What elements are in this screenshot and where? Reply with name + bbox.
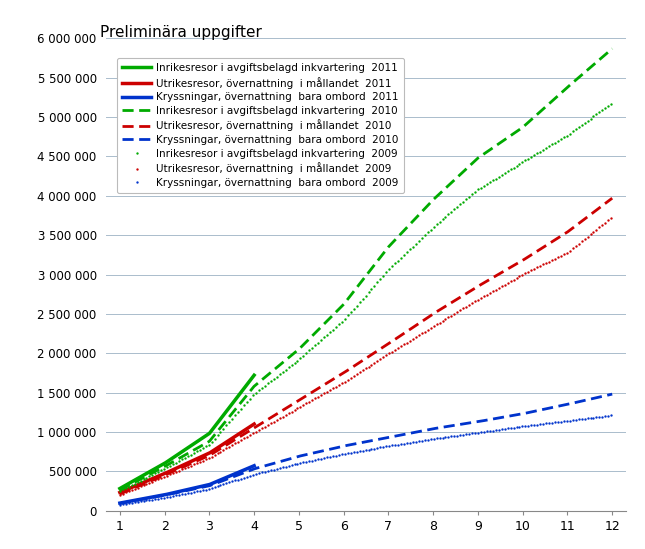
Utrikesresor, övernattning  i mållandet  2009 <box>608 214 616 220</box>
Utrikesresor, övernattning  i mållandet  2009 <box>597 223 604 229</box>
Text: Preliminära uppgifter: Preliminära uppgifter <box>100 25 262 40</box>
Inrikesresor i avgiftsbelagd inkvartering  2011 <box>247 376 255 383</box>
Line: Utrikesresor, övernattning  i mållandet  2010: Utrikesresor, övernattning i mållandet 2… <box>120 198 612 494</box>
Utrikesresor, övernattning  i mållandet  2010 <box>597 204 604 210</box>
Utrikesresor, övernattning  i mållandet  2010 <box>520 256 528 263</box>
Kryssningar, övernattning  bara ombord  2010 <box>520 410 528 417</box>
Kryssningar, övernattning  bara ombord  2011 <box>180 487 188 494</box>
Inrikesresor i avgiftsbelagd inkvartering  2011 <box>181 447 188 453</box>
Line: Kryssningar, övernattning  bara ombord  2009: Kryssningar, övernattning bara ombord 20… <box>119 414 613 506</box>
Kryssningar, övernattning  bara ombord  2011 <box>116 500 124 506</box>
Kryssningar, övernattning  bara ombord  2009 <box>409 439 417 445</box>
Kryssningar, övernattning  bara ombord  2009 <box>350 449 357 456</box>
Legend: Inrikesresor i avgiftsbelagd inkvartering  2011, Utrikesresor, övernattning  i m: Inrikesresor i avgiftsbelagd inkvarterin… <box>117 58 404 193</box>
Utrikesresor, övernattning  i mållandet  2011 <box>250 421 258 427</box>
Kryssningar, övernattning  bara ombord  2011 <box>196 484 204 490</box>
Utrikesresor, övernattning  i mållandet  2010 <box>353 361 361 368</box>
Inrikesresor i avgiftsbelagd inkvartering  2011 <box>196 436 204 443</box>
Line: Kryssningar, övernattning  bara ombord  2010: Kryssningar, övernattning bara ombord 20… <box>120 394 612 503</box>
Kryssningar, övernattning  bara ombord  2010 <box>116 500 124 507</box>
Kryssningar, övernattning  bara ombord  2011 <box>181 487 188 494</box>
Inrikesresor i avgiftsbelagd inkvartering  2009 <box>116 488 124 494</box>
Kryssningar, övernattning  bara ombord  2010 <box>382 434 390 441</box>
Utrikesresor, övernattning  i mållandet  2009 <box>382 352 390 358</box>
Kryssningar, övernattning  bara ombord  2010 <box>608 391 616 397</box>
Kryssningar, övernattning  bara ombord  2011 <box>250 462 258 469</box>
Kryssningar, övernattning  bara ombord  2010 <box>353 440 361 447</box>
Inrikesresor i avgiftsbelagd inkvartering  2010 <box>608 46 616 52</box>
Utrikesresor, övernattning  i mållandet  2011 <box>116 489 124 496</box>
Inrikesresor i avgiftsbelagd inkvartering  2009 <box>597 108 604 115</box>
Inrikesresor i avgiftsbelagd inkvartering  2009 <box>520 158 528 165</box>
Line: Inrikesresor i avgiftsbelagd inkvartering  2009: Inrikesresor i avgiftsbelagd inkvarterin… <box>119 102 613 492</box>
Inrikesresor i avgiftsbelagd inkvartering  2011 <box>250 372 258 378</box>
Kryssningar, övernattning  bara ombord  2011 <box>247 464 255 470</box>
Inrikesresor i avgiftsbelagd inkvartering  2009 <box>382 269 390 276</box>
Utrikesresor, övernattning  i mållandet  2010 <box>116 491 124 497</box>
Inrikesresor i avgiftsbelagd inkvartering  2011 <box>188 441 196 448</box>
Inrikesresor i avgiftsbelagd inkvartering  2009 <box>608 100 616 107</box>
Inrikesresor i avgiftsbelagd inkvartering  2011 <box>226 404 233 410</box>
Kryssningar, övernattning  bara ombord  2009 <box>597 413 604 420</box>
Inrikesresor i avgiftsbelagd inkvartering  2011 <box>116 485 124 492</box>
Kryssningar, övernattning  bara ombord  2009 <box>608 412 616 419</box>
Utrikesresor, övernattning  i mållandet  2010 <box>608 195 616 201</box>
Inrikesresor i avgiftsbelagd inkvartering  2010 <box>597 55 604 62</box>
Utrikesresor, övernattning  i mållandet  2009 <box>353 371 361 377</box>
Line: Inrikesresor i avgiftsbelagd inkvartering  2010: Inrikesresor i avgiftsbelagd inkvarterin… <box>120 49 612 490</box>
Utrikesresor, övernattning  i mållandet  2011 <box>180 462 188 468</box>
Line: Utrikesresor, övernattning  i mållandet  2009: Utrikesresor, övernattning i mållandet 2… <box>119 216 613 496</box>
Kryssningar, övernattning  bara ombord  2010 <box>409 429 417 436</box>
Line: Utrikesresor, övernattning  i mållandet  2011: Utrikesresor, övernattning i mållandet 2… <box>120 424 254 492</box>
Inrikesresor i avgiftsbelagd inkvartering  2010 <box>350 288 357 295</box>
Utrikesresor, övernattning  i mållandet  2009 <box>116 491 124 498</box>
Utrikesresor, övernattning  i mållandet  2011 <box>181 461 188 468</box>
Inrikesresor i avgiftsbelagd inkvartering  2009 <box>353 302 361 309</box>
Utrikesresor, övernattning  i mållandet  2011 <box>247 423 255 429</box>
Inrikesresor i avgiftsbelagd inkvartering  2011 <box>180 447 188 454</box>
Line: Inrikesresor i avgiftsbelagd inkvartering  2011: Inrikesresor i avgiftsbelagd inkvarterin… <box>120 375 254 489</box>
Kryssningar, övernattning  bara ombord  2009 <box>382 443 390 450</box>
Utrikesresor, övernattning  i mållandet  2011 <box>196 454 204 461</box>
Utrikesresor, övernattning  i mållandet  2011 <box>188 457 196 464</box>
Inrikesresor i avgiftsbelagd inkvartering  2010 <box>520 124 528 130</box>
Utrikesresor, övernattning  i mållandet  2011 <box>226 436 233 443</box>
Inrikesresor i avgiftsbelagd inkvartering  2009 <box>409 243 417 250</box>
Kryssningar, övernattning  bara ombord  2009 <box>520 423 528 429</box>
Inrikesresor i avgiftsbelagd inkvartering  2010 <box>116 487 124 494</box>
Kryssningar, övernattning  bara ombord  2009 <box>116 501 124 508</box>
Kryssningar, övernattning  bara ombord  2009 <box>353 449 361 455</box>
Inrikesresor i avgiftsbelagd inkvartering  2010 <box>353 284 361 291</box>
Inrikesresor i avgiftsbelagd inkvartering  2009 <box>350 306 357 312</box>
Inrikesresor i avgiftsbelagd inkvartering  2010 <box>382 247 390 253</box>
Line: Kryssningar, övernattning  bara ombord  2011: Kryssningar, övernattning bara ombord 20… <box>120 466 254 503</box>
Inrikesresor i avgiftsbelagd inkvartering  2010 <box>409 218 417 225</box>
Kryssningar, övernattning  bara ombord  2011 <box>226 473 233 479</box>
Kryssningar, övernattning  bara ombord  2010 <box>597 394 604 400</box>
Utrikesresor, övernattning  i mållandet  2010 <box>382 342 390 349</box>
Utrikesresor, övernattning  i mållandet  2009 <box>409 335 417 342</box>
Utrikesresor, övernattning  i mållandet  2010 <box>350 363 357 369</box>
Kryssningar, övernattning  bara ombord  2011 <box>188 485 196 492</box>
Utrikesresor, övernattning  i mållandet  2010 <box>409 324 417 330</box>
Utrikesresor, övernattning  i mållandet  2009 <box>520 271 528 277</box>
Kryssningar, övernattning  bara ombord  2010 <box>350 441 357 447</box>
Utrikesresor, övernattning  i mållandet  2009 <box>350 373 357 379</box>
